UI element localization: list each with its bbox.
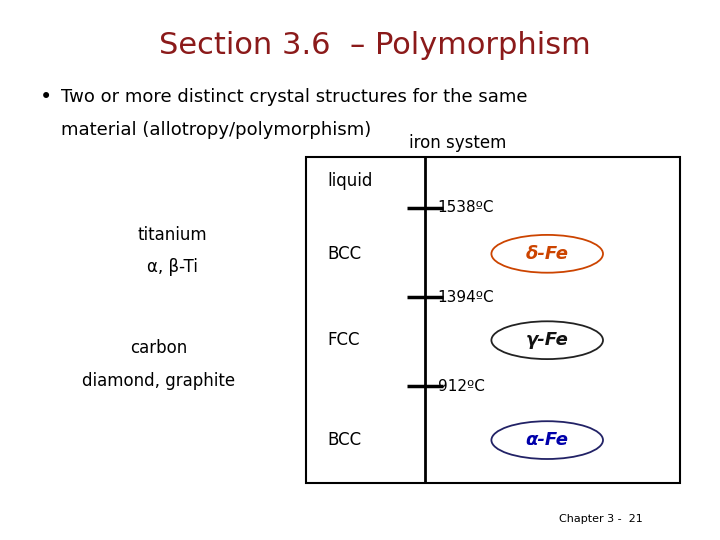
Text: •: • [40,87,52,107]
Text: FCC: FCC [328,331,360,349]
Text: 912ºC: 912ºC [438,379,485,394]
Bar [306,157,680,483]
Text: α-Fe: α-Fe [526,431,569,449]
Text: δ-Fe: δ-Fe [526,245,569,263]
Text: γ-Fe: γ-Fe [526,331,569,349]
Text: α, β-Ti: α, β-Ti [148,258,198,276]
Text: carbon: carbon [130,339,187,357]
Text: Section 3.6  – Polymorphism: Section 3.6 – Polymorphism [158,31,590,60]
Text: diamond, graphite: diamond, graphite [82,372,235,390]
Text: 1538ºC: 1538ºC [438,200,494,215]
Text: Chapter 3 -  21: Chapter 3 - 21 [559,514,643,524]
Ellipse shape [492,321,603,359]
Text: titanium: titanium [138,226,207,244]
Text: material (allotropy/polymorphism): material (allotropy/polymorphism) [61,120,372,139]
Text: liquid: liquid [328,172,373,190]
Text: 1394ºC: 1394ºC [438,289,495,305]
Text: BCC: BCC [328,245,361,263]
Ellipse shape [492,235,603,273]
Text: Two or more distinct crystal structures for the same: Two or more distinct crystal structures … [61,88,528,106]
Text: BCC: BCC [328,431,361,449]
Text: iron system: iron system [408,134,506,152]
Ellipse shape [492,421,603,459]
